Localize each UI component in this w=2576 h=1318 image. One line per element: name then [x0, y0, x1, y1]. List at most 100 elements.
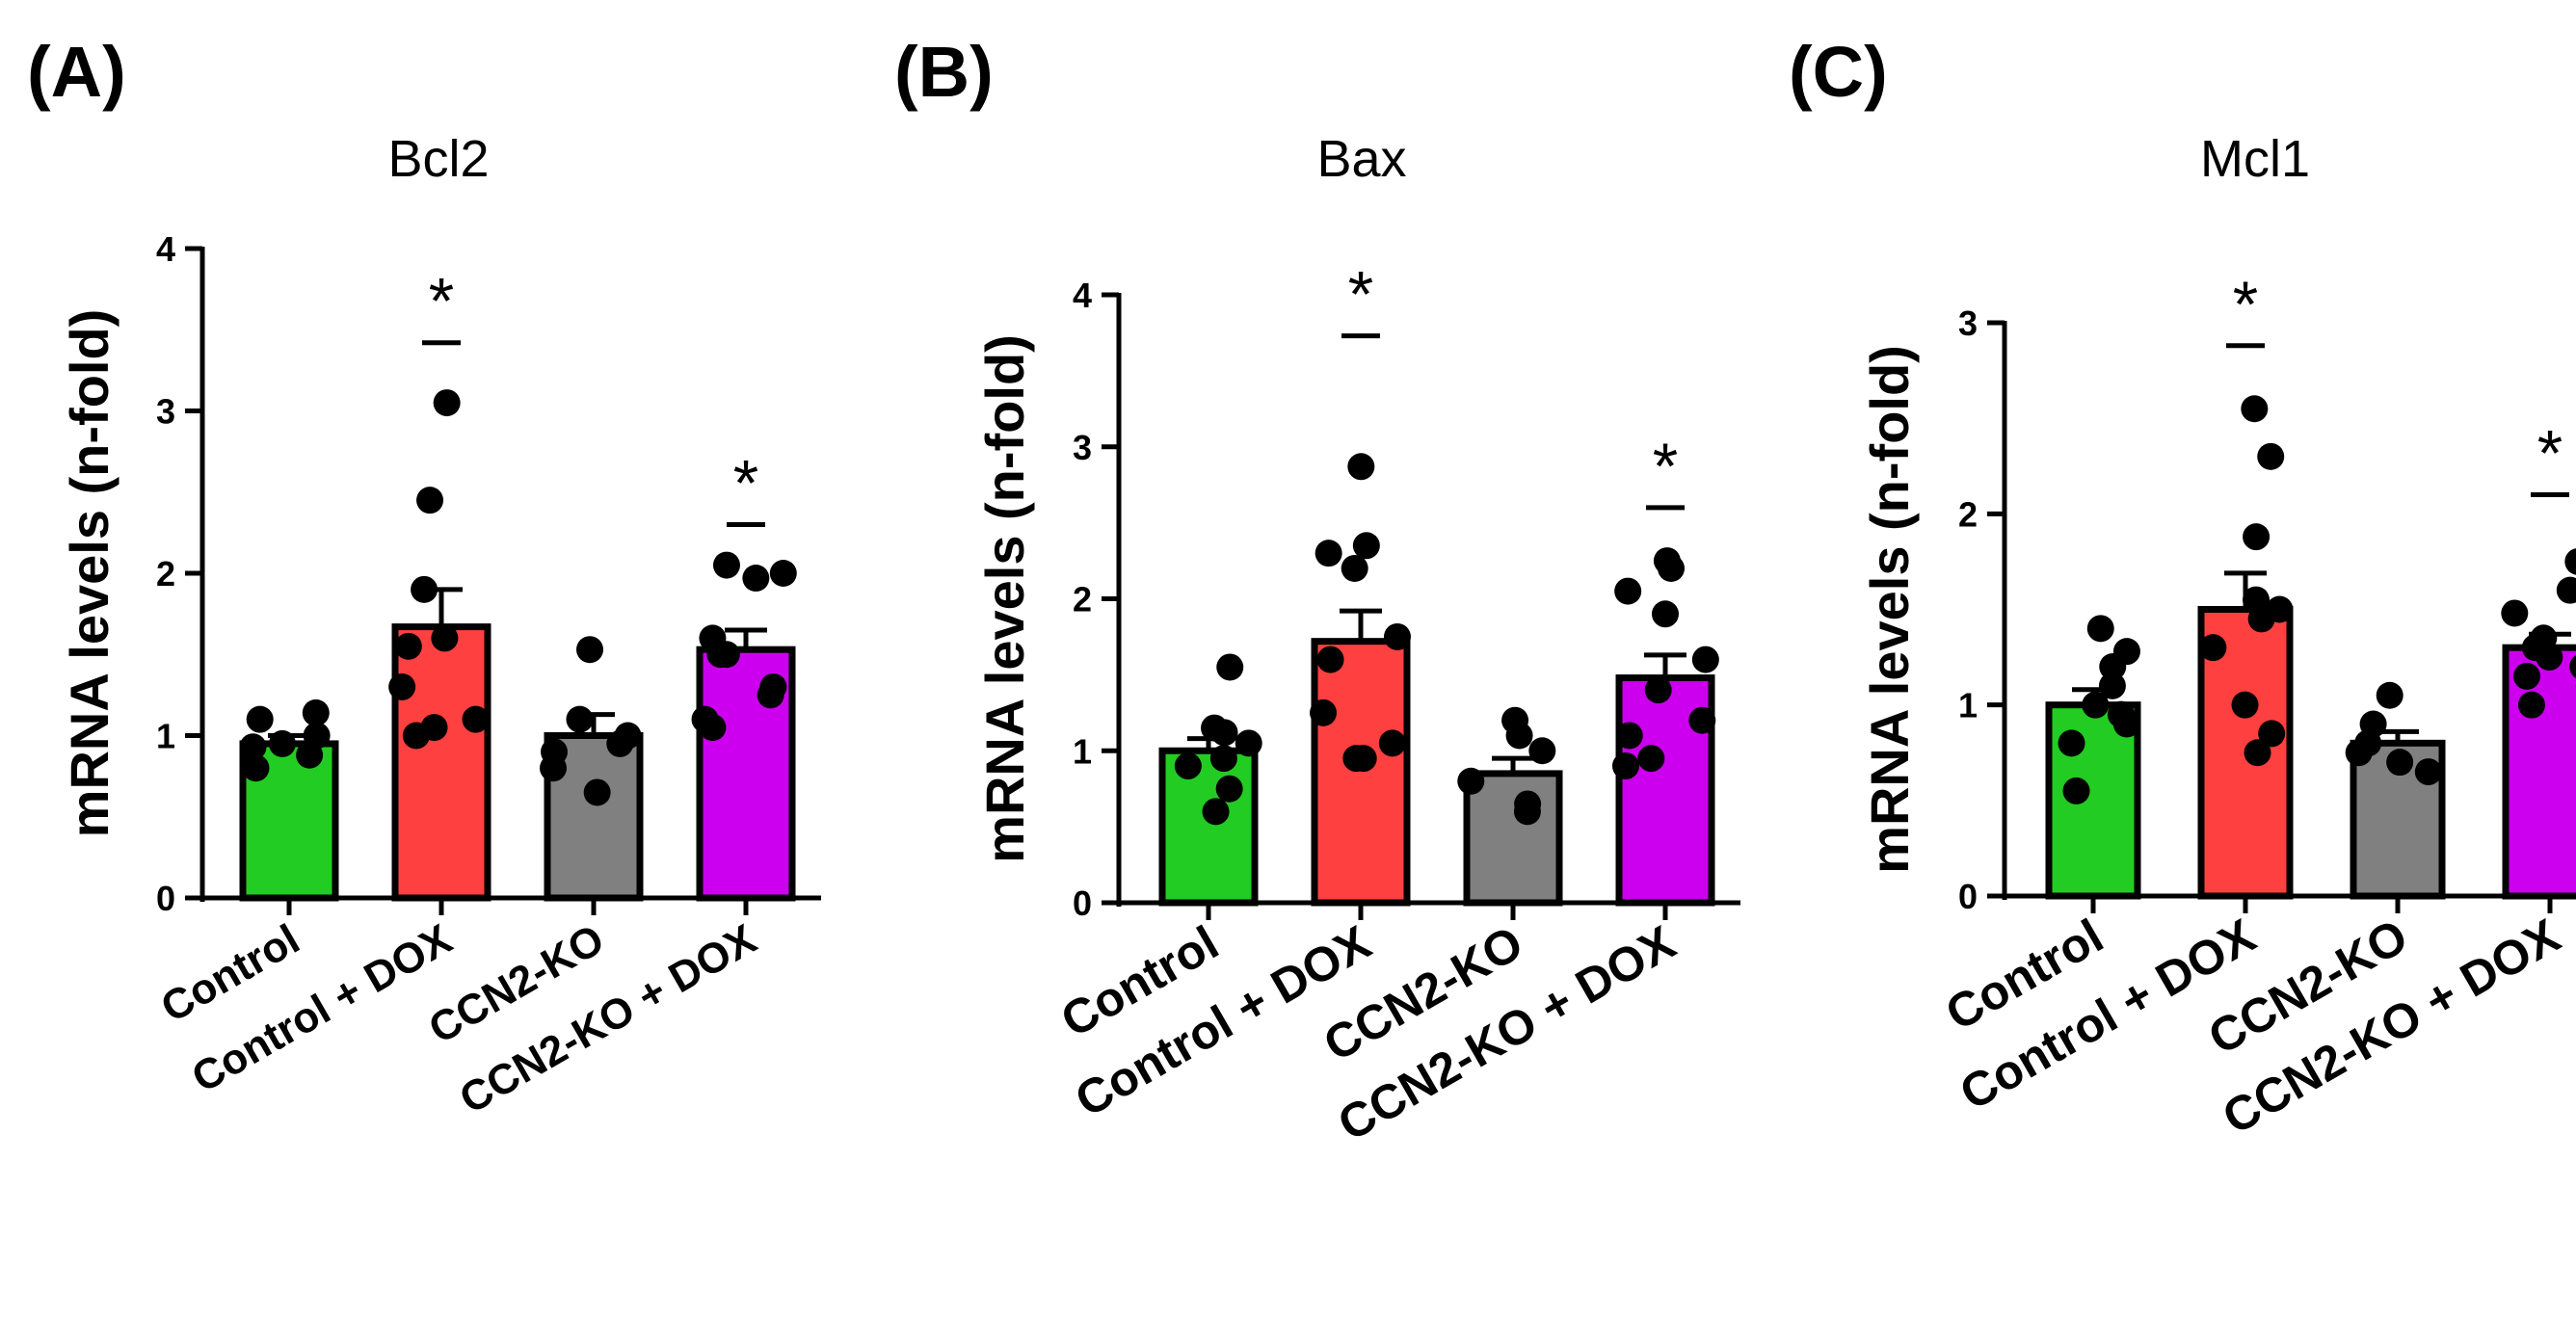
data-point [2112, 710, 2140, 738]
significance-star: * [2233, 268, 2258, 341]
significance-star: * [1348, 258, 1373, 331]
data-point [539, 754, 567, 782]
data-point [2243, 523, 2271, 551]
data-point [2231, 691, 2259, 719]
data-point [2345, 739, 2373, 767]
data-point [2098, 672, 2126, 699]
data-point [606, 729, 634, 757]
data-point [420, 714, 448, 742]
data-point [742, 565, 770, 593]
data-point [712, 551, 740, 579]
data-point [2513, 662, 2540, 690]
data-point [576, 636, 604, 664]
data-point [1209, 745, 1237, 773]
data-point [1457, 767, 1485, 795]
data-point [1691, 646, 1719, 673]
data-point [1378, 729, 1406, 757]
data-point [462, 705, 490, 733]
data-point [1651, 600, 1679, 628]
y-tick-label: 0 [1073, 883, 1092, 923]
y-tick-label: 4 [1073, 276, 1092, 315]
data-point [2257, 442, 2285, 470]
data-point [1528, 737, 1556, 765]
data-point [411, 575, 438, 603]
data-point [431, 624, 459, 652]
data-point [2086, 615, 2114, 643]
y-tick-label: 2 [1073, 580, 1092, 619]
y-axis-label: mRNA levels (n-fold) [974, 334, 1035, 863]
y-tick-label: 0 [156, 879, 175, 918]
bar-1 [1158, 747, 1259, 907]
data-point [712, 641, 740, 669]
chart-title: Mcl1 [2200, 130, 2310, 188]
panel-letter: (B) [894, 32, 994, 112]
data-point [1383, 622, 1411, 650]
data-point [1202, 798, 1230, 826]
data-point [433, 389, 461, 417]
data-point [2386, 749, 2414, 777]
data-point [1688, 706, 1716, 734]
data-point [1342, 745, 1370, 773]
data-point [416, 487, 444, 514]
data-point [246, 705, 274, 733]
data-point [242, 754, 270, 782]
significance-star: * [2537, 417, 2563, 490]
data-point [1235, 729, 1262, 757]
data-point [1352, 532, 1380, 560]
data-point [1215, 775, 1243, 803]
data-point [388, 672, 416, 700]
data-point [2376, 681, 2403, 709]
data-point [1614, 577, 1642, 605]
y-tick-label: 1 [156, 717, 175, 756]
data-point [1341, 554, 1368, 582]
bar-4 [2502, 644, 2576, 900]
data-point [2247, 605, 2275, 633]
significance-star: * [429, 265, 454, 338]
bar-3 [1463, 770, 1563, 907]
y-tick-label: 1 [1073, 731, 1092, 771]
data-point [2241, 395, 2269, 423]
data-point [2058, 729, 2085, 757]
data-point [699, 714, 727, 742]
data-point [1316, 646, 1344, 673]
data-point [2536, 644, 2563, 672]
significance-star: * [733, 446, 758, 519]
panel-letter: (C) [1789, 32, 1888, 112]
data-point [2569, 654, 2576, 679]
y-tick-label: 4 [156, 229, 175, 269]
data-point [303, 722, 331, 750]
data-point [769, 560, 797, 587]
data-point [757, 681, 784, 709]
y-tick-label: 3 [1958, 303, 1978, 343]
data-point [239, 733, 267, 761]
y-tick-label: 0 [1958, 877, 1978, 916]
data-point [1513, 798, 1541, 826]
data-point [566, 705, 594, 733]
data-point [2501, 599, 2529, 627]
data-point [1658, 554, 1686, 582]
y-axis-label: mRNA levels (n-fold) [1859, 345, 1920, 874]
data-point [394, 632, 422, 660]
significance-star: * [1653, 430, 1678, 503]
data-point [1347, 453, 1375, 481]
data-point [1310, 699, 1338, 726]
bar-2 [1311, 638, 1411, 907]
data-point [2082, 691, 2110, 719]
chart-title: Bcl2 [387, 130, 489, 188]
data-point [2199, 634, 2227, 662]
data-point [583, 778, 611, 806]
data-point [2062, 777, 2090, 804]
data-point [2517, 691, 2545, 719]
data-point [1615, 722, 1643, 750]
data-point [2244, 739, 2271, 767]
data-point [2099, 653, 2127, 680]
y-tick-label: 1 [1958, 686, 1978, 725]
y-tick-label: 2 [1958, 494, 1978, 534]
data-point [2564, 548, 2576, 575]
bar-2 [391, 623, 491, 902]
data-point [1644, 676, 1672, 704]
